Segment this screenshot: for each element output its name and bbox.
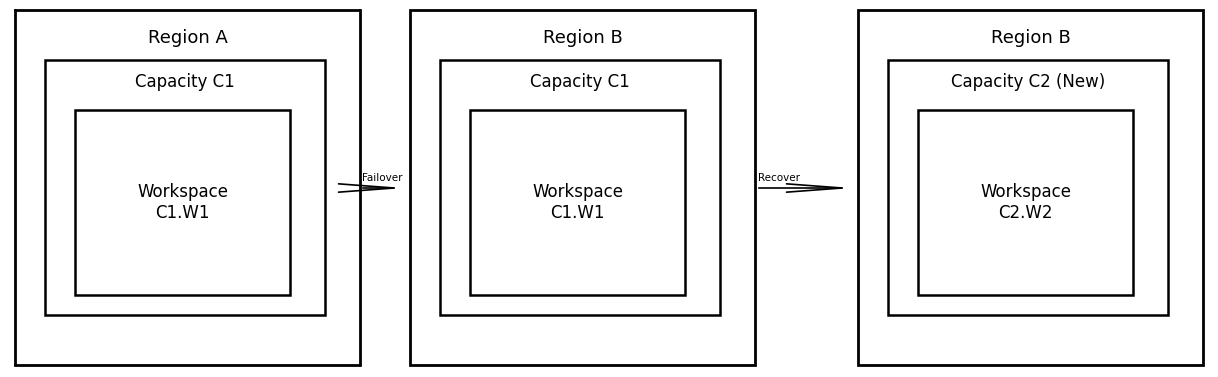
Bar (888, 60, 1168, 315)
Bar (918, 110, 1133, 295)
Text: Capacity C2 (New): Capacity C2 (New) (951, 73, 1105, 91)
Text: Capacity C1: Capacity C1 (530, 73, 630, 91)
Text: Capacity C1: Capacity C1 (135, 73, 235, 91)
Bar (857, 10, 1203, 365)
Bar (410, 10, 755, 365)
Text: Recover: Recover (758, 173, 800, 183)
Text: Region B: Region B (543, 29, 622, 47)
Text: Workspace
C2.W2: Workspace C2.W2 (980, 183, 1071, 222)
Text: Region B: Region B (990, 29, 1071, 47)
Bar (45, 60, 325, 315)
Bar (440, 60, 720, 315)
Bar (470, 110, 685, 295)
Text: Workspace
C1.W1: Workspace C1.W1 (532, 183, 622, 222)
Text: Region A: Region A (147, 29, 228, 47)
Text: Failover: Failover (362, 173, 402, 183)
Bar (76, 110, 290, 295)
Bar (15, 10, 361, 365)
Text: Workspace
C1.W1: Workspace C1.W1 (136, 183, 228, 222)
